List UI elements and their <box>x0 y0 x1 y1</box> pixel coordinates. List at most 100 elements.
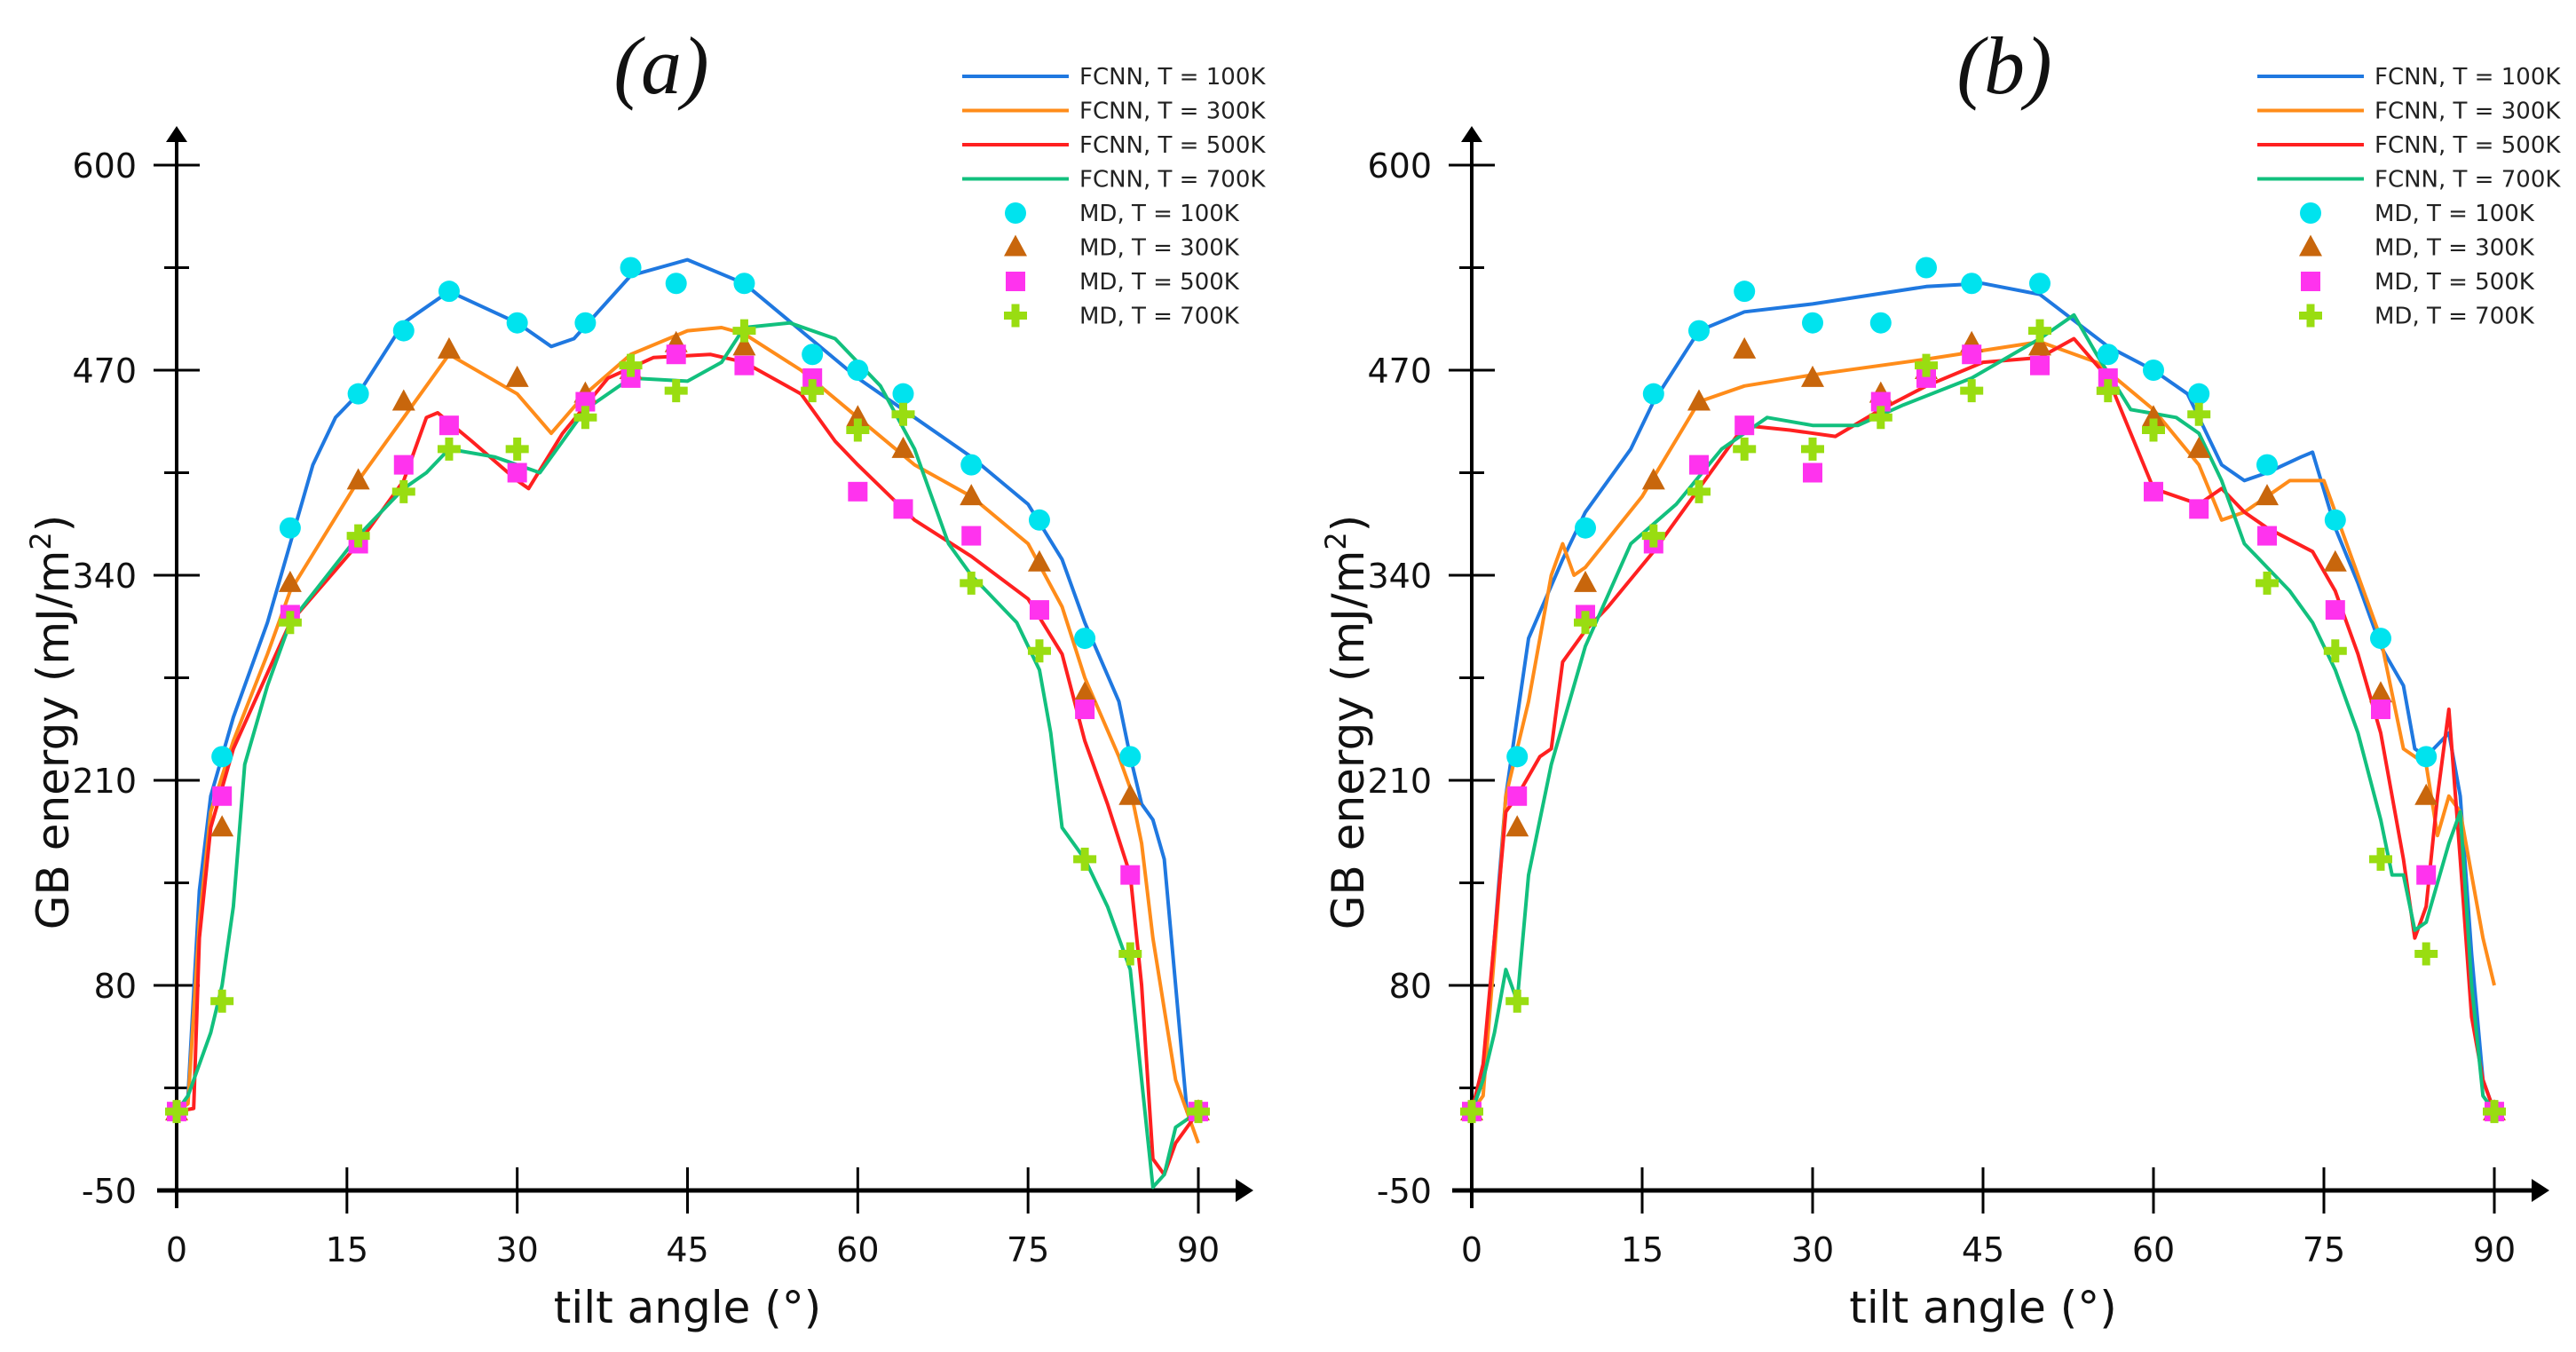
md-point-plus <box>664 379 688 403</box>
x-tick-label: 45 <box>1962 1230 2004 1269</box>
x-tick-label: 15 <box>326 1230 368 1269</box>
legend-label: MD, T = 500K <box>2375 269 2535 296</box>
panel-a: (a) -50 80 210 340 470 600 0 15 30 45 60 75 90 tilt an… <box>24 20 1266 1333</box>
x-axis-arrow <box>2532 1179 2549 1202</box>
legend-marker-circle <box>1005 202 1026 224</box>
md-point-circle <box>2097 344 2119 366</box>
md-point-circle <box>438 281 460 303</box>
y-tick-label: 80 <box>94 967 137 1006</box>
md-point-circle <box>1802 312 1823 334</box>
md-point-square <box>666 344 686 365</box>
md-point-triangle <box>278 570 302 592</box>
y-tick-label: 340 <box>1367 557 1432 596</box>
x-tick-label: 90 <box>2473 1230 2516 1269</box>
y-tick-label: -50 <box>82 1172 137 1211</box>
md-point-circle <box>279 517 301 539</box>
legend-label: FCNN, T = 300K <box>1079 99 1266 125</box>
md-point-plus <box>165 1100 188 1124</box>
md-point-circle <box>2188 383 2210 405</box>
md-point-plus <box>1505 989 1529 1013</box>
md-point-triangle <box>1574 570 1597 592</box>
md-point-circle <box>392 320 415 342</box>
legend-label: MD, T = 700K <box>2375 304 2535 330</box>
md-point-triangle <box>2414 783 2438 805</box>
md-point-plus <box>346 524 370 548</box>
md-point-plus <box>891 402 915 426</box>
md-point-plus <box>732 319 756 343</box>
md-point-triangle <box>1733 336 1757 359</box>
legend-label: FCNN, T = 500K <box>1079 132 1266 159</box>
md-point-circle <box>1074 628 1096 650</box>
md-point-triangle <box>960 484 984 506</box>
md-point-triangle <box>391 389 415 411</box>
md-point-square <box>1075 700 1095 720</box>
md-point-square <box>961 526 982 546</box>
md-point-triangle <box>505 365 529 387</box>
fcnn-line-4 <box>175 320 1200 1190</box>
md-point-circle <box>2370 628 2391 650</box>
md-point-circle <box>2143 360 2164 381</box>
md-point-plus <box>2256 571 2279 595</box>
md-point-circle <box>1028 509 1050 531</box>
md-point-square <box>212 786 233 806</box>
y-axis-title: GB energy (mJ/m2) <box>24 515 79 929</box>
md-point-square <box>2371 700 2390 720</box>
md-point-triangle <box>2369 681 2392 703</box>
y-tick-label: 210 <box>72 762 137 801</box>
md-point-square <box>393 455 414 475</box>
md-point-square <box>848 481 868 502</box>
md-point-plus <box>1641 524 1665 548</box>
legend-label: MD, T = 100K <box>2375 201 2535 227</box>
md-point-plus <box>391 479 415 503</box>
md-point-circle <box>1688 320 1710 342</box>
md-point-plus <box>1460 1100 1483 1124</box>
md-point-plus <box>2369 847 2392 871</box>
y-axis-title-end: ) <box>28 515 79 533</box>
md-point-plus <box>801 379 825 403</box>
md-point-plus <box>2414 942 2438 966</box>
md-point-plus <box>1118 942 1142 966</box>
md-point-circle <box>665 273 687 295</box>
x-tick-label: 90 <box>1177 1230 1220 1269</box>
x-axis-arrow <box>1236 1179 1253 1202</box>
legend-marker-plus <box>1004 304 1027 328</box>
md-point-square <box>1734 415 1755 436</box>
panel-b: (b) -50 80 210 340 470 600 0 15 30 45 60 75 90 tilt an… <box>1319 20 2561 1333</box>
md-point-circle <box>1642 383 1664 405</box>
md-point-circle <box>892 383 914 405</box>
legend-label: FCNN, T = 300K <box>2375 99 2561 125</box>
legend-label: MD, T = 500K <box>1079 269 1240 296</box>
y-tick-label: 600 <box>72 146 137 186</box>
md-point-plus <box>2028 319 2051 343</box>
md-point-triangle <box>1505 815 1529 837</box>
md-point-square <box>2030 355 2050 376</box>
y-axis-title-main: GB energy (mJ/m <box>28 550 79 930</box>
md-point-plus <box>1801 437 1824 461</box>
md-point-plus <box>2187 402 2211 426</box>
legend-marker-square <box>1006 272 1025 291</box>
md-point-triangle <box>1118 783 1142 805</box>
x-tick-label: 60 <box>2132 1230 2175 1269</box>
fcnn-line-4 <box>1470 312 2496 1113</box>
md-point-square <box>2257 526 2277 546</box>
md-point-plus <box>1960 379 1984 403</box>
y-axis-title-superscript: 2 <box>24 532 58 549</box>
md-point-circle <box>211 746 233 768</box>
md-point-plus <box>2483 1100 2506 1124</box>
x-tick-label: 75 <box>2303 1230 2345 1269</box>
y-tick-label: 340 <box>72 557 137 596</box>
md-point-triangle <box>891 436 915 458</box>
md-point-triangle <box>2187 436 2211 458</box>
md-point-circle <box>574 312 597 334</box>
md-point-triangle <box>2323 549 2347 572</box>
md-point-square <box>1870 391 1891 412</box>
y-tick-label: 210 <box>1367 762 1432 801</box>
md-point-triangle <box>1641 468 1665 490</box>
x-tick-label: 15 <box>1621 1230 1663 1269</box>
legend-label: MD, T = 100K <box>1079 201 1240 227</box>
md-point-square <box>1120 865 1141 885</box>
md-point-plus <box>1027 639 1051 663</box>
legend-label: FCNN, T = 700K <box>1079 167 1266 194</box>
md-point-square <box>2144 481 2163 502</box>
md-point-plus <box>960 571 984 595</box>
